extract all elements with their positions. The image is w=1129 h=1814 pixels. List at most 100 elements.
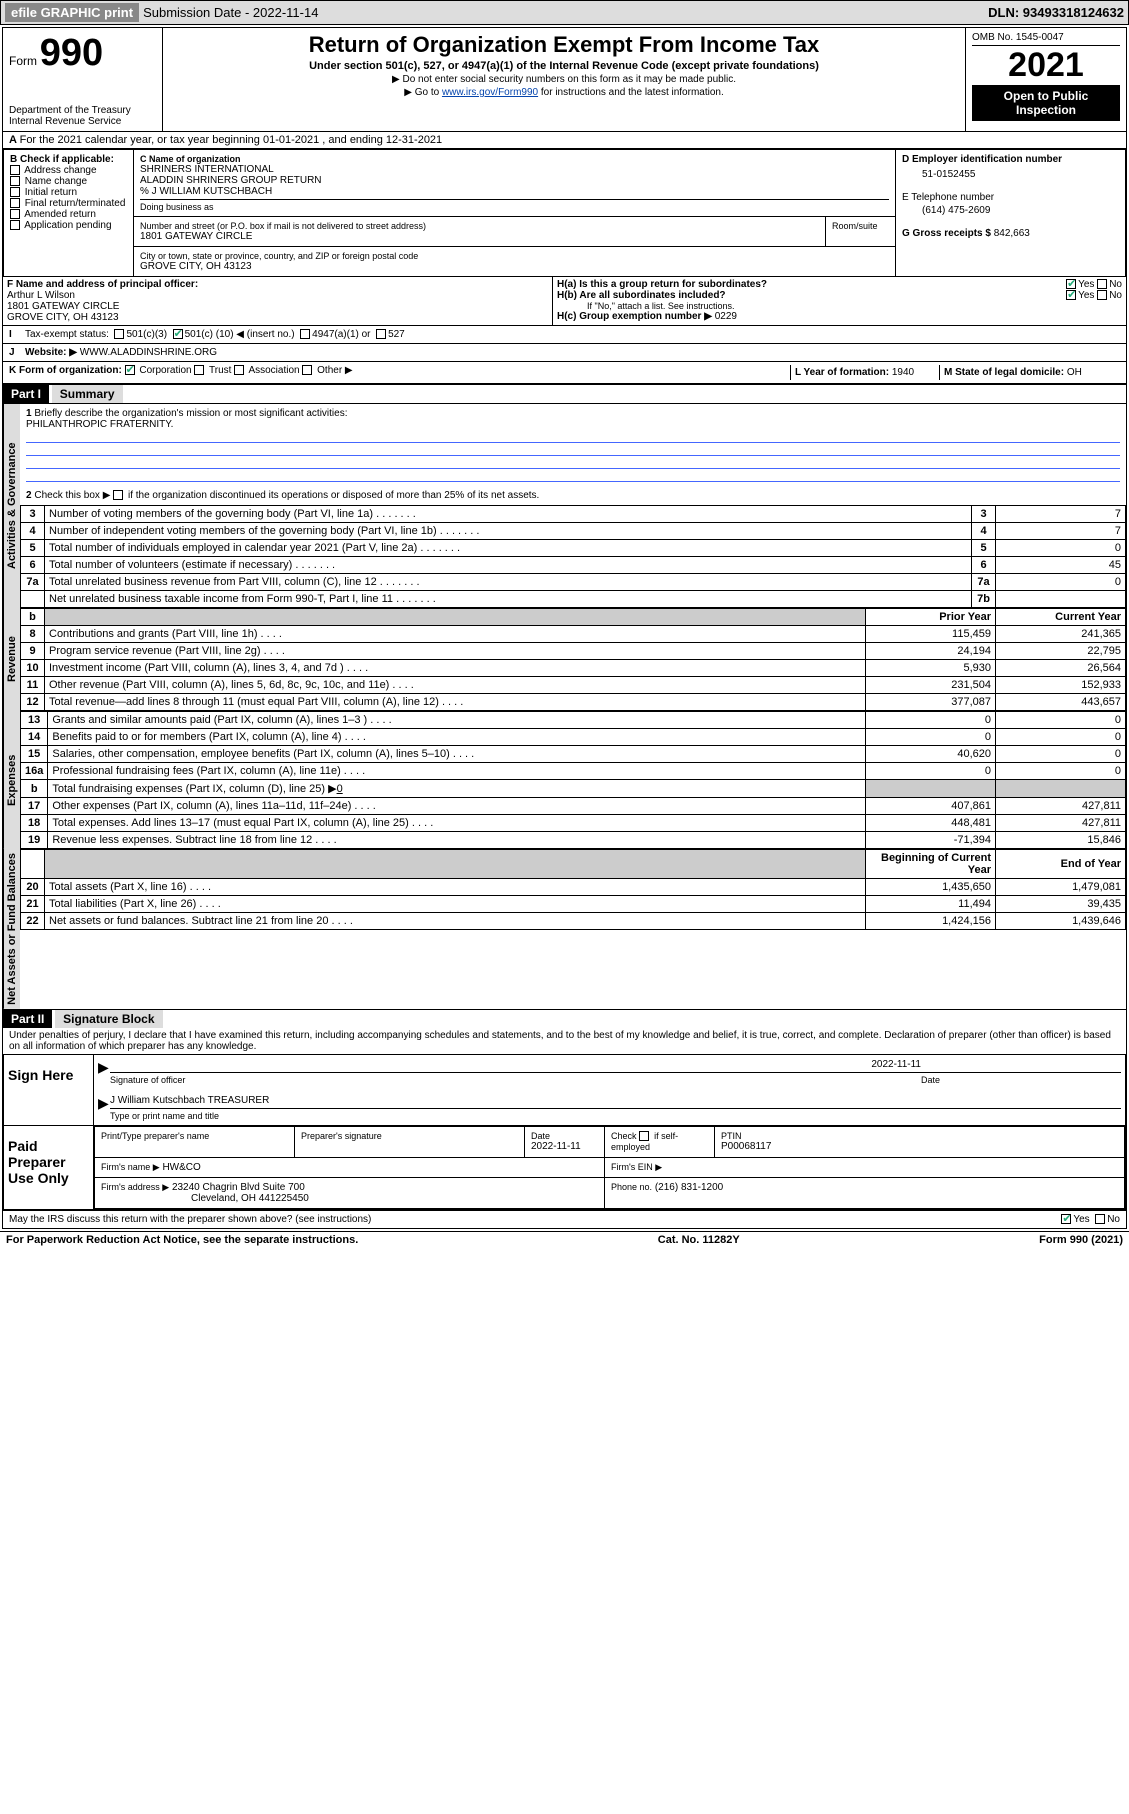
i-527-check[interactable] [376,329,386,339]
hb-yes-check[interactable] [1066,290,1076,300]
hc-label: H(c) Group exemption number ▶ [557,311,712,322]
may-irs-row: May the IRS discuss this return with the… [3,1210,1126,1228]
k-opt-check[interactable] [194,365,204,375]
k-label: K Form of organization: [9,365,122,376]
may-irs-no-check[interactable] [1095,1214,1105,1224]
l-value: 1940 [892,367,914,378]
row-val: 7 [996,506,1126,523]
pp-ptin-label: PTIN [721,1131,1118,1141]
row-box: 3 [972,506,996,523]
b-opt-label: Application pending [24,220,111,231]
netassets-table: Beginning of Current YearEnd of Year 20 … [20,849,1126,930]
row-text: Professional fundraising fees (Part IX, … [48,763,866,780]
dept-label: Department of the Treasury [9,105,156,116]
b-opt-check[interactable] [10,176,20,186]
pp-firm-label: Firm's name ▶ [101,1162,160,1172]
l2-check[interactable] [113,490,123,500]
declaration-text: Under penalties of perjury, I declare th… [3,1028,1126,1054]
ha-row: H(a) Is this a group return for subordin… [557,279,1122,290]
may-irs-yes-check[interactable] [1061,1214,1071,1224]
no-label2: No [1109,290,1122,301]
pp-date-label: Date [531,1131,598,1141]
b-opt-label: Final return/terminated [25,198,126,209]
dba-label: Doing business as [140,199,889,212]
row-num: 5 [21,540,45,557]
revenue-table: bPrior YearCurrent Year 8 Contributions … [20,608,1126,711]
d-label: D Employer identification number [902,154,1119,165]
officer-name-value: J William Kutschbach TREASURER [110,1095,1121,1106]
k-opt-check[interactable] [302,365,312,375]
note2-pre: ▶ Go to [404,87,442,98]
k-opt-check[interactable] [125,365,135,375]
row-prior: 1,435,650 [866,879,996,896]
row-curr: 443,657 [996,694,1126,711]
i-4947-check[interactable] [300,329,310,339]
b-opt-check[interactable] [10,220,20,230]
row-text: Contributions and grants (Part VIII, lin… [45,626,866,643]
row-prior: -71,394 [866,832,996,849]
form-note2: ▶ Go to www.irs.gov/Form990 for instruct… [169,87,959,98]
row-curr: 241,365 [996,626,1126,643]
row-num: 6 [21,557,45,574]
b-label: B Check if applicable: [10,154,127,165]
tab-netassets: Net Assets or Fund Balances [3,849,20,1009]
submission-date-label: Submission Date - 2022-11-14 [143,5,318,20]
hb-no-check[interactable] [1097,290,1107,300]
b-opt-check[interactable] [10,165,20,175]
i-501c-check[interactable] [173,329,183,339]
row-prior: 231,504 [866,677,996,694]
yes-label3: Yes [1073,1214,1089,1225]
omb-label: OMB No. 1545-0047 [972,32,1120,46]
row-num: 21 [21,896,45,913]
form-year-cell: OMB No. 1545-0047 2021 Open to Public In… [966,28,1126,131]
row-box: 7b [972,591,996,608]
row-num: 22 [21,913,45,930]
page-footer: For Paperwork Reduction Act Notice, see … [0,1231,1129,1248]
b-opt-check[interactable] [10,209,20,219]
l2-label: Check this box ▶ [34,490,110,501]
row-prior: 5,930 [866,660,996,677]
row-curr: 0 [996,712,1126,729]
tab-expenses: Expenses [3,711,20,849]
i-501c3-check[interactable] [114,329,124,339]
ha-yes-check[interactable] [1066,279,1076,289]
b-opt-check[interactable] [10,187,20,197]
sig-date-value: 2022-11-11 [98,1059,1121,1070]
pp-self-check[interactable] [639,1131,649,1141]
pp-check-label: Check [611,1131,637,1141]
j-row: J Website: ▶ WWW.ALADDINSHRINE.ORG [3,344,1126,362]
pp-sig-label: Preparer's signature [301,1131,518,1141]
ha-label: H(a) Is this a group return for subordin… [557,279,767,290]
pp-addr1-value: 23240 Chagrin Blvd Suite 700 [172,1182,305,1193]
tax-year: 2021 [972,46,1120,85]
yes-label2: Yes [1078,290,1094,301]
addr-label: Number and street (or P.O. box if mail i… [140,221,819,231]
org-name-2: ALADDIN SHRINERS GROUP RETURN [140,175,889,186]
i-501c-num: 10 [219,329,230,340]
row-num: 20 [21,879,45,896]
efile-print-button[interactable]: efile GRAPHIC print [5,3,139,22]
row-curr: 152,933 [996,677,1126,694]
row-curr: 22,795 [996,643,1126,660]
row-num: 12 [21,694,45,711]
entity-block: B Check if applicable: Address change Na… [3,149,1126,277]
officer-addr1: 1801 GATEWAY CIRCLE [7,301,548,312]
e-label: E Telephone number [902,192,1119,203]
ha-no-check[interactable] [1097,279,1107,289]
k-opt-check[interactable] [234,365,244,375]
irs-link[interactable]: www.irs.gov/Form990 [442,87,538,98]
hdr-prior: Prior Year [866,609,996,626]
row-text: Total expenses. Add lines 13–17 (must eq… [48,815,866,832]
b-opt-check[interactable] [10,198,20,208]
form-label: Form [9,54,37,68]
b-opt-label: Initial return [25,187,77,198]
irs-label: Internal Revenue Service [9,116,156,127]
part1-title: Summary [52,385,123,403]
row-curr: 0 [996,763,1126,780]
hdr-eoy: End of Year [996,850,1126,879]
i-501c3-label: 501(c)(3) [126,329,167,340]
row-num: 11 [21,677,45,694]
row-num: 14 [21,729,48,746]
row-curr: 39,435 [996,896,1126,913]
hdr-b: b [21,609,45,626]
